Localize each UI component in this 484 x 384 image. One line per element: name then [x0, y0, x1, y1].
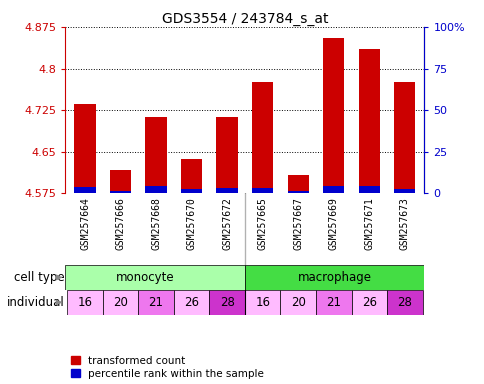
Bar [358, 186, 379, 194]
Text: 20: 20 [290, 296, 305, 309]
Text: 20: 20 [113, 296, 128, 309]
Bar [351, 290, 386, 315]
Text: GSM257671: GSM257671 [363, 197, 374, 250]
Text: GSM257669: GSM257669 [328, 197, 338, 250]
Text: 26: 26 [184, 296, 199, 309]
Bar [209, 290, 244, 315]
Text: 21: 21 [148, 296, 163, 309]
Bar [145, 118, 166, 194]
Text: 28: 28 [396, 296, 411, 309]
Bar [244, 265, 424, 290]
Bar [216, 118, 237, 194]
Text: 16: 16 [255, 296, 270, 309]
Bar [74, 187, 95, 194]
Bar [316, 290, 351, 315]
Text: GSM257673: GSM257673 [399, 197, 409, 250]
Bar [181, 159, 202, 194]
Bar [393, 189, 415, 194]
Bar [74, 104, 95, 194]
Legend: transformed count, percentile rank within the sample: transformed count, percentile rank withi… [71, 356, 264, 379]
Text: 26: 26 [361, 296, 376, 309]
Bar [280, 290, 316, 315]
Bar [287, 175, 308, 194]
Bar [110, 191, 131, 194]
Bar [244, 290, 280, 315]
Text: GSM257672: GSM257672 [222, 197, 232, 250]
Text: individual: individual [7, 296, 64, 309]
Bar [287, 191, 308, 194]
Text: 16: 16 [77, 296, 92, 309]
Bar [65, 265, 244, 290]
Text: GSM257666: GSM257666 [115, 197, 125, 250]
Bar [386, 290, 422, 315]
Text: macrophage: macrophage [297, 271, 371, 284]
Bar [110, 170, 131, 194]
Bar [322, 38, 344, 194]
Text: GSM257668: GSM257668 [151, 197, 161, 250]
Text: GSM257667: GSM257667 [293, 197, 302, 250]
Bar [138, 290, 173, 315]
Text: GSM257670: GSM257670 [186, 197, 196, 250]
Bar [173, 290, 209, 315]
Text: monocyte: monocyte [116, 271, 174, 284]
Text: GSM257664: GSM257664 [80, 197, 90, 250]
Bar [358, 49, 379, 194]
Bar [181, 189, 202, 194]
Bar [145, 186, 166, 194]
Text: GSM257665: GSM257665 [257, 197, 267, 250]
Bar [103, 290, 138, 315]
Bar [67, 290, 103, 315]
Bar [252, 83, 273, 194]
Text: 21: 21 [326, 296, 341, 309]
Bar [216, 188, 237, 194]
Title: GDS3554 / 243784_s_at: GDS3554 / 243784_s_at [161, 12, 328, 26]
Bar [393, 83, 415, 194]
Text: 28: 28 [219, 296, 234, 309]
Bar [252, 188, 273, 194]
Bar [322, 186, 344, 194]
Text: cell type: cell type [14, 271, 64, 284]
